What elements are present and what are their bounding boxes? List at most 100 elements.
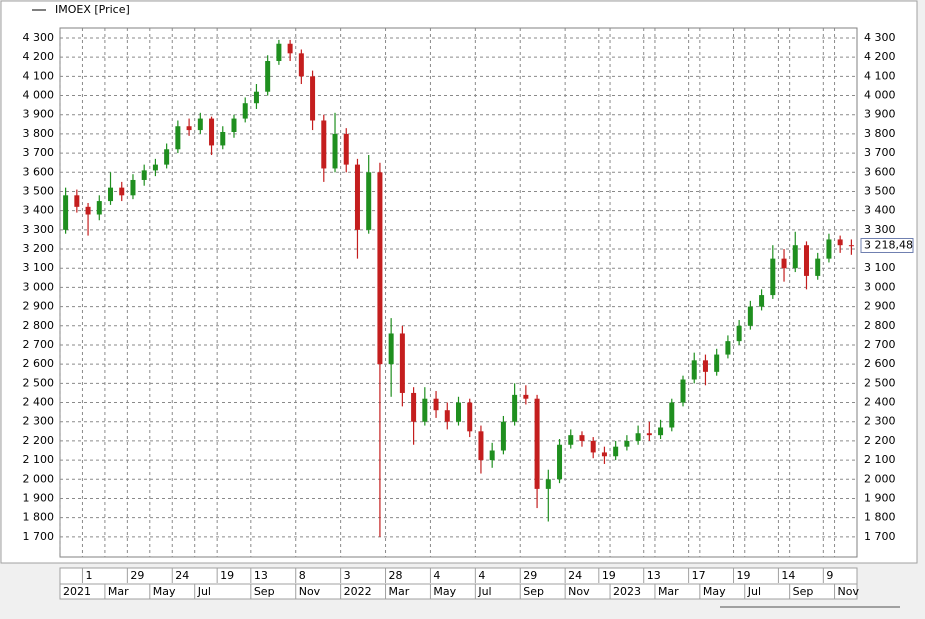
- candle-body: [354, 164, 360, 230]
- x-tick-label: 14: [781, 569, 795, 582]
- y-tick-label: 2 400: [23, 396, 55, 409]
- y-tick-label: 2 700: [23, 338, 55, 351]
- candle-body: [63, 195, 69, 230]
- candle-body: [276, 43, 282, 62]
- y2-tick-label: 4 100: [864, 69, 896, 82]
- candle-body: [568, 435, 574, 445]
- candle-body: [680, 379, 686, 403]
- y2-tick-label: 4 000: [864, 89, 896, 102]
- y2-tick-label: 4 200: [864, 50, 896, 63]
- x-tick-label: 9: [826, 569, 833, 582]
- candle-body: [209, 118, 215, 146]
- x-tick-label: May: [433, 585, 456, 598]
- y2-tick-label: 3 100: [864, 261, 896, 274]
- candle-body: [613, 446, 619, 457]
- candle-body: [456, 402, 461, 422]
- candle-body: [803, 245, 809, 276]
- y-tick-label: 2 000: [23, 472, 55, 485]
- y-tick-label: 1 800: [23, 511, 55, 524]
- candle-body: [321, 120, 327, 169]
- candle-body: [399, 333, 405, 393]
- candle-body: [669, 402, 675, 428]
- candle-body: [74, 195, 80, 207]
- y2-tick-label: 1 700: [864, 530, 896, 543]
- candle-body: [702, 360, 708, 372]
- candle-body: [141, 170, 147, 180]
- y-tick-label: 2 500: [23, 376, 55, 389]
- candle-body: [152, 164, 158, 171]
- x-tick-label: Jul: [477, 585, 491, 598]
- x-tick-label: May: [703, 585, 726, 598]
- x-tick-label: Sep: [793, 585, 814, 598]
- x-tick-label: 8: [299, 569, 306, 582]
- last-price-label: 3 218,48: [864, 238, 913, 251]
- candle-body: [231, 118, 237, 132]
- candle-body: [837, 239, 843, 246]
- legend-label: IMOEX [Price]: [55, 3, 130, 16]
- y2-tick-label: 2 200: [864, 434, 896, 447]
- y2-tick-label: 3 400: [864, 204, 896, 217]
- y-tick-label: 3 800: [23, 127, 55, 140]
- x-tick-label: 24: [568, 569, 582, 582]
- x-tick-label: Nov: [568, 585, 590, 598]
- y-tick-label: 3 100: [23, 261, 55, 274]
- y2-tick-label: 1 800: [864, 511, 896, 524]
- y2-tick-label: 2 300: [864, 415, 896, 428]
- candle-body: [534, 398, 540, 489]
- x-tick-label: 17: [692, 569, 706, 582]
- y-tick-label: 3 700: [23, 146, 55, 159]
- candle-body: [523, 394, 529, 399]
- y2-tick-label: 3 300: [864, 223, 896, 236]
- x-tick-label: Sep: [254, 585, 275, 598]
- y2-tick-label: 2 700: [864, 338, 896, 351]
- candle-body: [635, 433, 641, 441]
- candle-body: [108, 187, 114, 202]
- x-tick-label: May: [153, 585, 176, 598]
- y2-tick-label: 3 600: [864, 165, 896, 178]
- x-tick-label: 2023: [613, 585, 641, 598]
- x-tick-label: Jul: [197, 585, 211, 598]
- candle-body: [512, 394, 518, 422]
- y2-tick-label: 4 300: [864, 31, 896, 44]
- y2-tick-label: 2 800: [864, 319, 896, 332]
- candle-body: [130, 179, 136, 196]
- candle-body: [590, 440, 596, 453]
- x-tick-label: Mar: [658, 585, 679, 598]
- candle-body: [175, 126, 181, 150]
- y2-tick-label: 2 400: [864, 396, 896, 409]
- y-tick-label: 1 700: [23, 530, 55, 543]
- candle-body: [298, 53, 304, 77]
- candle-body: [366, 172, 372, 230]
- y-tick-label: 4 100: [23, 69, 55, 82]
- x-tick-label: 1: [85, 569, 92, 582]
- x-tick-label: 3: [344, 569, 351, 582]
- candle-body: [759, 295, 765, 307]
- candle-body: [725, 341, 731, 355]
- candle-body: [332, 133, 338, 169]
- candle-body: [265, 61, 271, 92]
- y-tick-label: 3 200: [23, 242, 55, 255]
- y-tick-label: 2 600: [23, 357, 55, 370]
- x-tick-label: 13: [647, 569, 661, 582]
- x-tick-label: Nov: [838, 585, 860, 598]
- candle-body: [85, 206, 91, 215]
- x-tick-label: 19: [602, 569, 616, 582]
- candle-body: [658, 427, 664, 436]
- candle-body: [826, 239, 832, 259]
- y-tick-label: 3 600: [23, 165, 55, 178]
- x-tick-label: 4: [433, 569, 440, 582]
- candle-body: [815, 258, 821, 276]
- candle-body: [220, 131, 226, 146]
- x-tick-label: 29: [523, 569, 537, 582]
- x-tick-label: 19: [220, 569, 234, 582]
- x-tick-label: Jul: [747, 585, 761, 598]
- y2-tick-label: 3 000: [864, 280, 896, 293]
- y-tick-label: 4 000: [23, 89, 55, 102]
- candle-body: [253, 91, 259, 104]
- y-tick-label: 3 900: [23, 108, 55, 121]
- y-tick-label: 3 000: [23, 280, 55, 293]
- y-tick-label: 4 200: [23, 50, 55, 63]
- candle-body: [444, 410, 450, 422]
- y2-tick-label: 2 600: [864, 357, 896, 370]
